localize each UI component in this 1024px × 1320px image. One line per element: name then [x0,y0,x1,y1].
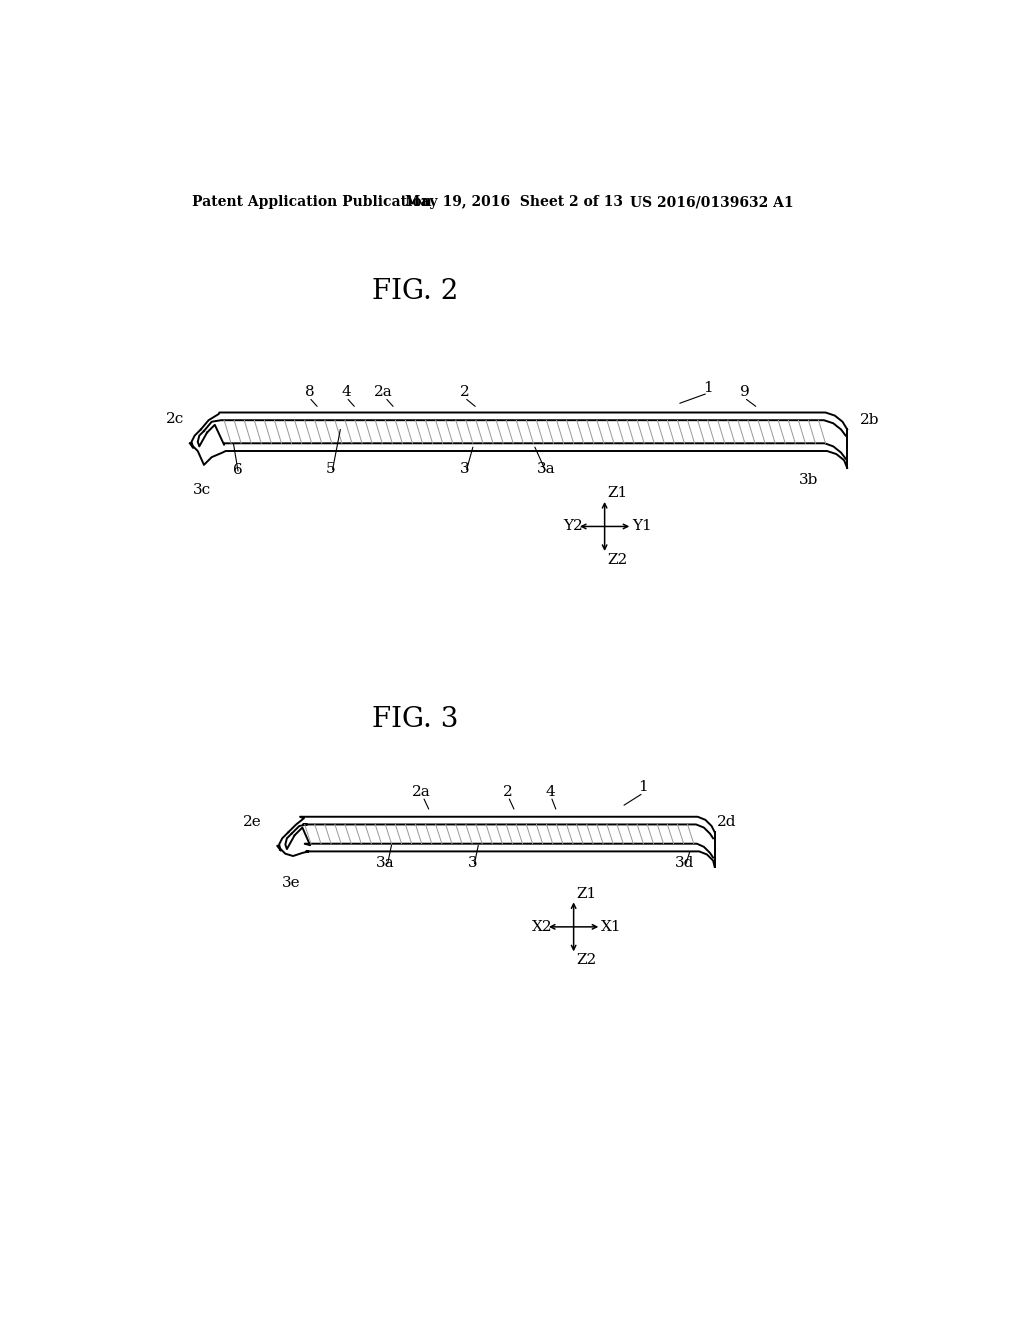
Text: 3a: 3a [538,462,556,475]
Text: 6: 6 [233,463,243,477]
Text: 1: 1 [639,780,648,795]
Text: X2: X2 [531,920,552,933]
Text: 2e: 2e [243,816,261,829]
Text: 9: 9 [740,384,750,399]
Text: FIG. 2: FIG. 2 [372,279,458,305]
Text: Z1: Z1 [577,887,597,900]
Text: May 19, 2016  Sheet 2 of 13: May 19, 2016 Sheet 2 of 13 [406,195,624,209]
Text: Z2: Z2 [607,553,628,566]
Text: 2a: 2a [375,384,393,399]
Text: 8: 8 [304,384,314,399]
Text: US 2016/0139632 A1: US 2016/0139632 A1 [630,195,794,209]
Text: 2d: 2d [717,816,736,829]
Text: 3b: 3b [799,473,818,487]
Text: Patent Application Publication: Patent Application Publication [191,195,431,209]
Text: Z2: Z2 [577,953,597,968]
Text: 2: 2 [503,785,513,799]
Text: 3c: 3c [194,483,212,498]
Text: 3: 3 [461,462,470,475]
Text: 3: 3 [468,855,477,870]
Text: X1: X1 [601,920,622,933]
Text: Z1: Z1 [607,486,628,500]
Text: 2c: 2c [166,412,183,425]
Text: 1: 1 [702,380,713,395]
Text: Y2: Y2 [563,520,583,533]
Text: 2b: 2b [860,413,880,428]
Text: 4: 4 [546,785,555,799]
Text: 3e: 3e [282,876,300,890]
Text: 2: 2 [460,384,470,399]
Text: 4: 4 [342,384,351,399]
Text: 3d: 3d [675,855,694,870]
Text: Y1: Y1 [632,520,651,533]
Text: 5: 5 [327,462,336,475]
Text: 2a: 2a [412,785,430,799]
Text: 3a: 3a [376,855,394,870]
Text: FIG. 3: FIG. 3 [372,706,458,733]
